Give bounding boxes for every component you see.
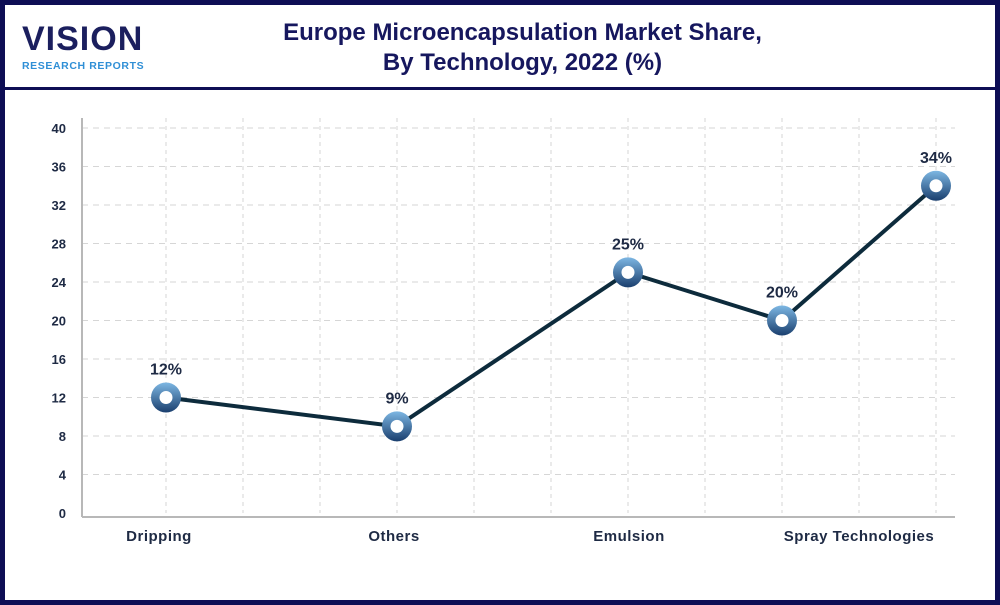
header-divider — [0, 87, 1000, 90]
y-tick-label: 32 — [52, 198, 66, 213]
data-point-marker-center — [390, 419, 404, 433]
logo: VISION RESEARCH REPORTS — [22, 22, 144, 72]
logo-tagline: RESEARCH REPORTS — [22, 60, 145, 72]
logo-name: VISION — [22, 20, 144, 58]
x-tick-label: Dripping — [126, 528, 192, 545]
y-tick-label: 0 — [59, 506, 66, 521]
chart-title: Europe Microencapsulation Market Share, … — [250, 18, 795, 78]
data-point-marker-center — [775, 314, 789, 327]
data-label: 34% — [920, 150, 952, 167]
data-point-marker-center — [929, 179, 943, 193]
chart-title-line-2: By Technology, 2022 (%) — [382, 49, 663, 76]
y-tick-label: 4 — [59, 468, 67, 483]
y-tick-label: 8 — [59, 429, 66, 444]
y-tick-label: 36 — [52, 160, 66, 175]
chart-title-line-1: Europe Microencapsulation Market Share, — [283, 19, 762, 46]
y-tick-label: 24 — [52, 275, 67, 290]
y-tick-label: 28 — [52, 237, 66, 252]
x-tick-label: Emulsion — [593, 528, 665, 545]
y-tick-label: 12 — [52, 391, 66, 406]
data-point-marker-center — [621, 265, 635, 279]
data-label: 25% — [612, 236, 644, 253]
data-label: 20% — [766, 285, 798, 302]
y-tick-label: 16 — [52, 352, 66, 367]
y-tick-label: 20 — [52, 314, 66, 329]
y-tick-label: 40 — [52, 121, 66, 136]
x-tick-label: Spray Technologies — [784, 528, 934, 545]
x-tick-label: Others — [368, 528, 419, 545]
data-label: 9% — [385, 390, 408, 407]
data-label: 12% — [150, 362, 182, 379]
data-point-marker-center — [159, 391, 173, 404]
